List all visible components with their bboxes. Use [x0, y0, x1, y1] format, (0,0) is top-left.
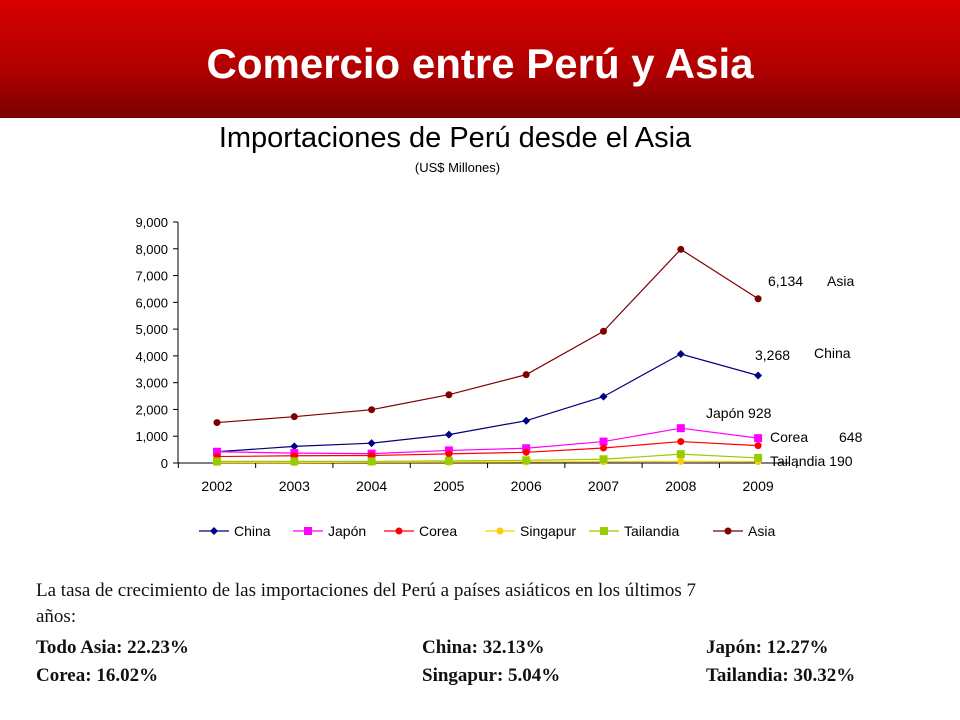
data-point-asia [290, 413, 298, 421]
data-point-japon [522, 444, 531, 453]
data-point-china [599, 392, 608, 401]
page-title: Comercio entre Perú y Asia [206, 40, 754, 87]
series-line-china [216, 353, 759, 453]
data-point-asia [522, 371, 530, 379]
data-point-china [676, 350, 685, 359]
data-point-tailandia [599, 455, 608, 464]
chart-subtitle: (US$ Millones) [414, 160, 501, 175]
series-line-asia [216, 248, 759, 424]
stat-japon: Japón: 12.27% [706, 637, 829, 658]
stat-corea: Corea: 16.02% [36, 665, 159, 686]
y-tick-label: 3,000 [135, 376, 168, 391]
note-line-2: años: [36, 606, 77, 627]
data-point-corea [445, 450, 453, 458]
data-point-china [290, 442, 299, 451]
x-tick-label: 2002 [201, 478, 232, 494]
x-tick-label: 2008 [665, 478, 696, 494]
x-tick-label: 2003 [279, 478, 310, 494]
x-tick-label: 2005 [433, 478, 464, 494]
x-tick-label: 2006 [511, 478, 542, 494]
legend-label-china: China [234, 523, 271, 539]
legend-marker-asia [724, 527, 732, 535]
data-point-asia [677, 245, 685, 253]
chart-title: Importaciones de Perú desde el Asia [218, 122, 692, 154]
stat-china: China: 32.13% [422, 637, 545, 658]
data-point-asia [600, 327, 607, 335]
data-point-china [444, 430, 453, 439]
data-point-corea [754, 442, 762, 450]
legend-marker-corea [395, 527, 403, 535]
x-tick-label: 2004 [356, 478, 387, 494]
y-tick-label: 1,000 [135, 429, 168, 444]
legend-label-asia: Asia [748, 523, 775, 539]
legend-marker-singapur [496, 527, 504, 535]
data-point-tailandia [676, 450, 685, 459]
data-point-japon [599, 437, 608, 446]
header-banner: Comercio entre Perú y Asia [0, 0, 960, 118]
data-point-corea [522, 448, 530, 456]
data-point-asia [445, 391, 453, 399]
data-point-tailandia [290, 457, 299, 466]
y-tick-label: 4,000 [135, 349, 168, 364]
data-point-tailandia [367, 457, 376, 466]
legend-marker-tailandia [600, 527, 608, 535]
data-point-asia [754, 295, 762, 303]
data-point-japon [676, 424, 685, 433]
series-line-singapur [217, 460, 759, 464]
data-point-china [522, 416, 531, 425]
data-point-corea [677, 438, 685, 446]
series-line-tailandia [217, 453, 759, 462]
note-line-1: La tasa de crecimiento de las importacio… [36, 580, 697, 601]
data-point-china [367, 439, 376, 448]
data-point-corea [600, 444, 607, 452]
data-point-corea [368, 452, 376, 460]
x-tick-label: 2007 [588, 478, 619, 494]
y-tick-label: 9,000 [135, 215, 168, 230]
data-point-tailandia [522, 456, 531, 465]
data-point-tailandia [213, 457, 221, 466]
annotation-asia-label: Asia [827, 273, 854, 289]
annotation-tailandia: Tailandia 190 [770, 453, 853, 469]
legend-marker-japon [304, 527, 312, 535]
y-tick-label: 8,000 [135, 242, 168, 257]
annotation-japon: Japón 928 [706, 405, 772, 421]
data-point-asia [368, 406, 376, 414]
legend-label-japon: Japón [328, 523, 366, 539]
y-tick-label: 5,000 [135, 322, 168, 337]
series-line-japon [216, 427, 759, 455]
annotation-asia-value: 6,134 [768, 273, 803, 289]
y-tick-label: 0 [161, 456, 168, 471]
data-point-asia [213, 419, 221, 427]
data-point-japon [213, 447, 221, 456]
y-tick-label: 2,000 [135, 402, 168, 417]
annotation-china-value: 3,268 [755, 347, 790, 363]
series-line-corea [216, 440, 759, 458]
stat-tailandia: Tailandia: 30.32% [706, 665, 856, 686]
stat-todo-asia: Todo Asia: 22.23% [36, 637, 189, 658]
legend-marker-china [210, 527, 218, 535]
data-point-tailandia [754, 453, 763, 462]
data-point-japon [754, 434, 763, 443]
data-point-china [754, 371, 763, 380]
data-point-tailandia [444, 456, 453, 465]
y-tick-label: 7,000 [135, 269, 168, 284]
x-tick-label: 2009 [743, 478, 774, 494]
y-tick-label: 6,000 [135, 295, 168, 310]
stat-singapur: Singapur: 5.04% [422, 665, 561, 686]
annotation-corea-value: 648 [839, 429, 863, 445]
growth-note: La tasa de crecimiento de las importacio… [36, 578, 936, 630]
annotation-corea-label: Corea [770, 429, 808, 445]
legend-label-corea: Corea [419, 523, 457, 539]
legend-label-singapur: Singapur [520, 523, 576, 539]
annotation-china-label: China [814, 345, 851, 361]
data-point-singapur [677, 457, 685, 465]
legend-label-tailandia: Tailandia [624, 523, 679, 539]
